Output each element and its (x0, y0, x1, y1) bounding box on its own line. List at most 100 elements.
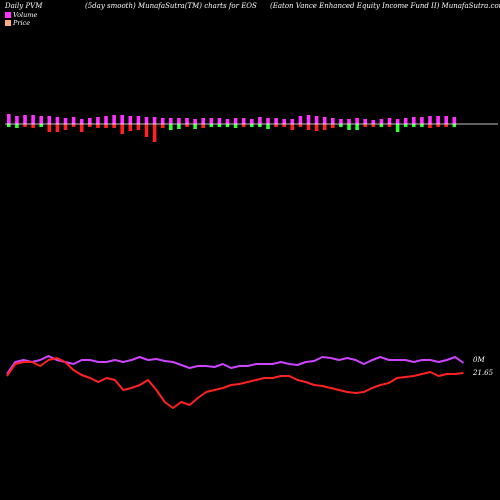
volume-down-bar (169, 124, 173, 130)
volume-down-bar (250, 124, 254, 127)
legend-price-swatch (5, 20, 11, 26)
volume-up-bar (96, 117, 100, 124)
volume-up-bar (339, 119, 343, 124)
volume-up-bar (79, 119, 84, 124)
volume-up-bar (387, 118, 392, 124)
volume-down-bar (331, 124, 335, 128)
legend-volume: Volume (5, 11, 37, 19)
volume-down-bar (39, 124, 43, 127)
volume-down-bar (412, 124, 416, 127)
volume-up-bar (241, 118, 246, 124)
volume-down-bar (136, 124, 141, 130)
volume-up-bar (71, 117, 76, 124)
volume-down-bar (322, 124, 327, 130)
volume-down-bar (177, 124, 181, 129)
volume-up-bar (152, 117, 157, 124)
volume-down-bar (395, 124, 400, 132)
volume-up-bar (250, 119, 254, 124)
volume-up-bar (112, 115, 116, 124)
volume-down-bar (7, 124, 11, 127)
volume-down-bar (63, 124, 68, 130)
volume-down-bar (55, 124, 60, 132)
volume-up-bar (31, 115, 35, 124)
volume-bars-group (7, 114, 457, 142)
volume-up-bar (258, 117, 262, 124)
volume-up-bar (47, 116, 52, 124)
volume-up-bar (395, 119, 400, 124)
volume-up-bar (379, 119, 384, 124)
volume-down-bar (209, 124, 214, 127)
volume-up-bar (331, 118, 335, 124)
volume-up-bar (282, 119, 286, 124)
volume-down-bar (128, 124, 133, 131)
volume-up-bar (412, 117, 416, 124)
volume-up-bar (169, 118, 173, 124)
volume-down-bar (266, 124, 270, 129)
volume-down-bar (233, 124, 238, 128)
volume-down-bar (193, 124, 197, 129)
volume-down-bar (160, 124, 165, 128)
volume-down-bar (290, 124, 295, 130)
volume-down-bar (23, 124, 27, 127)
volume-smooth-line (6, 355, 465, 375)
legend-volume-label: Volume (13, 11, 38, 19)
volume-down-bar (347, 124, 351, 130)
volume-down-bar (79, 124, 84, 132)
volume-up-bar (420, 117, 424, 124)
volume-up-bar (347, 119, 351, 124)
volume-up-bar (55, 117, 60, 124)
volume-up-bar (23, 115, 27, 124)
volume-up-bar (403, 118, 408, 124)
volume-up-bar (298, 116, 303, 124)
volume-up-bar (363, 119, 367, 124)
volume-up-bar (120, 115, 124, 124)
volume-up-bar (274, 118, 278, 124)
volume-up-bar (322, 117, 327, 124)
volume-up-bar (209, 118, 214, 124)
volume-down-bar (241, 124, 246, 127)
chart-header-left: Daily PVM (5, 2, 43, 10)
volume-up-bar (371, 120, 376, 124)
volume-down-bar (71, 124, 76, 127)
volume-down-bar (387, 124, 392, 127)
volume-down-bar (403, 124, 408, 127)
volume-up-bar (233, 118, 238, 124)
legend-price-label: Price (13, 19, 31, 27)
volume-down-bar (47, 124, 52, 132)
volume-down-bar (452, 124, 457, 127)
volume-down-bar (217, 124, 222, 127)
volume-value-label: 0M (473, 356, 485, 364)
volume-down-bar (274, 124, 278, 127)
price-value-label: 21.65 (472, 369, 494, 377)
volume-down-bar (88, 124, 92, 127)
volume-down-bar (363, 124, 367, 127)
volume-down-bar (185, 124, 189, 127)
volume-down-bar (152, 124, 157, 142)
volume-up-bar (177, 118, 181, 124)
volume-down-bar (15, 124, 19, 128)
chart-header-center: (5day smooth) MunafaSutra(TM) charts for… (85, 2, 257, 10)
volume-up-bar (104, 116, 108, 124)
volume-down-bar (339, 124, 343, 127)
volume-up-bar (63, 118, 68, 124)
volume-down-bar (298, 124, 303, 127)
volume-down-bar (355, 124, 359, 130)
volume-down-bar (120, 124, 124, 134)
volume-up-bar (290, 119, 295, 124)
volume-down-bar (379, 124, 384, 127)
volume-up-bar (436, 116, 440, 124)
volume-down-bar (201, 124, 205, 128)
volume-down-bar (314, 124, 319, 131)
volume-down-bar (371, 124, 376, 127)
volume-down-bar (420, 124, 424, 127)
volume-up-bar (144, 117, 149, 124)
smooth-lines-group (6, 355, 465, 409)
volume-down-bar (225, 124, 230, 127)
volume-up-bar (193, 119, 197, 124)
volume-down-bar (282, 124, 286, 127)
legend-price: Price (5, 19, 30, 27)
volume-up-bar (128, 116, 133, 124)
volume-up-bar (88, 118, 92, 124)
volume-down-bar (112, 124, 116, 128)
